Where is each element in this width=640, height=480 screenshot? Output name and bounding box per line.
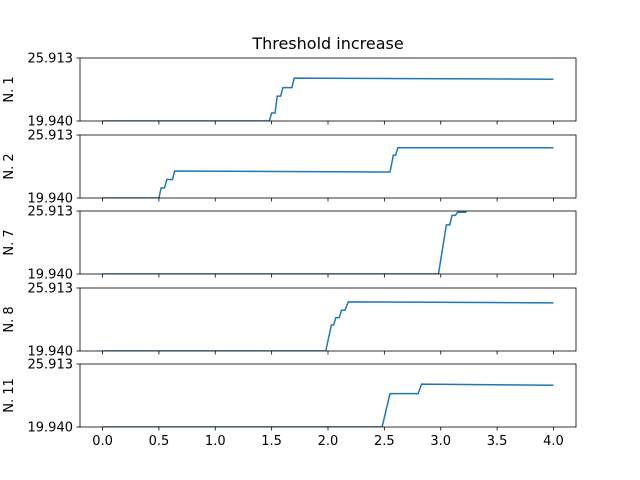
y-tick-label-top-1: 25.913 [28,52,74,67]
y-tick-label-bottom-2: 19.940 [28,192,74,207]
y-tick-label-top-2: 25.913 [28,129,74,144]
panel-frame-2 [79,134,577,199]
series-line-2 [102,147,554,198]
y-axis-label-2: N. 2 [2,153,17,179]
y-tick-label-bottom-5: 19.940 [28,421,74,436]
chart-title: Threshold increase [251,34,403,53]
x-tick-label: 2.5 [374,434,395,449]
y-tick-label-bottom-1: 19.940 [28,115,74,130]
y-tick-label-top-4: 25.913 [28,282,74,297]
x-tick-label: 0.0 [92,434,113,449]
y-tick-label-top-3: 25.913 [28,205,74,220]
y-axis-label-3: N. 7 [2,229,17,255]
y-axis-label-1: N. 1 [2,76,17,102]
y-tick-label-bottom-3: 19.940 [28,268,74,283]
x-tick-label: 2.0 [318,434,339,449]
x-tick-label: 4.0 [543,434,564,449]
y-tick-label-bottom-4: 19.940 [28,345,74,360]
series-line-3 [102,211,468,274]
panel-frame-3 [79,210,577,275]
x-tick-label: 3.5 [487,434,508,449]
x-tick-label: 0.5 [149,434,170,449]
x-tick-label: 1.0 [205,434,226,449]
series-line-4 [102,301,554,351]
panel-frame-5 [79,363,577,428]
x-tick-label: 3.0 [430,434,451,449]
panel-frame-1 [79,57,577,122]
y-axis-label-5: N. 11 [2,378,17,413]
series-line-5 [102,383,554,427]
y-axis-label-4: N. 8 [2,306,17,332]
series-line-1 [102,77,554,121]
y-tick-label-top-5: 25.913 [28,358,74,373]
x-tick-label: 1.5 [261,434,282,449]
